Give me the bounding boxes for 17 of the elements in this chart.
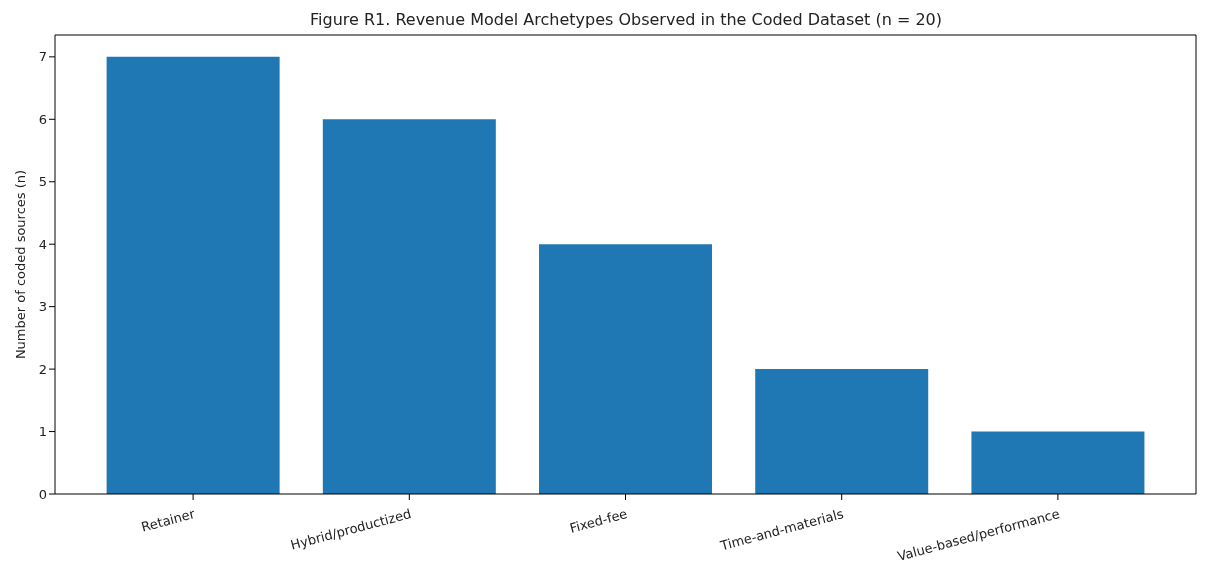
y-tick-label: 4 [38,236,47,252]
bar [322,119,496,494]
y-tick-label: 6 [38,111,47,127]
y-tick-label: 0 [38,486,47,502]
y-tick-label: 3 [38,299,47,315]
bar [539,244,713,494]
y-tick-label: 2 [38,361,47,377]
x-tick-label: Retainer [139,505,198,535]
x-tick-label: Fixed-fee [568,506,629,536]
bar [971,431,1145,494]
y-tick-label: 7 [38,49,47,65]
y-tick-label: 5 [38,174,47,190]
bar [106,56,280,494]
y-tick-label: 1 [38,424,47,440]
y-axis-title: Number of coded sources (n) [12,169,28,360]
chart-title: Figure R1. Revenue Model Archetypes Observed in the Coded Dataset (n = 20) [309,10,943,29]
bar [755,369,929,494]
